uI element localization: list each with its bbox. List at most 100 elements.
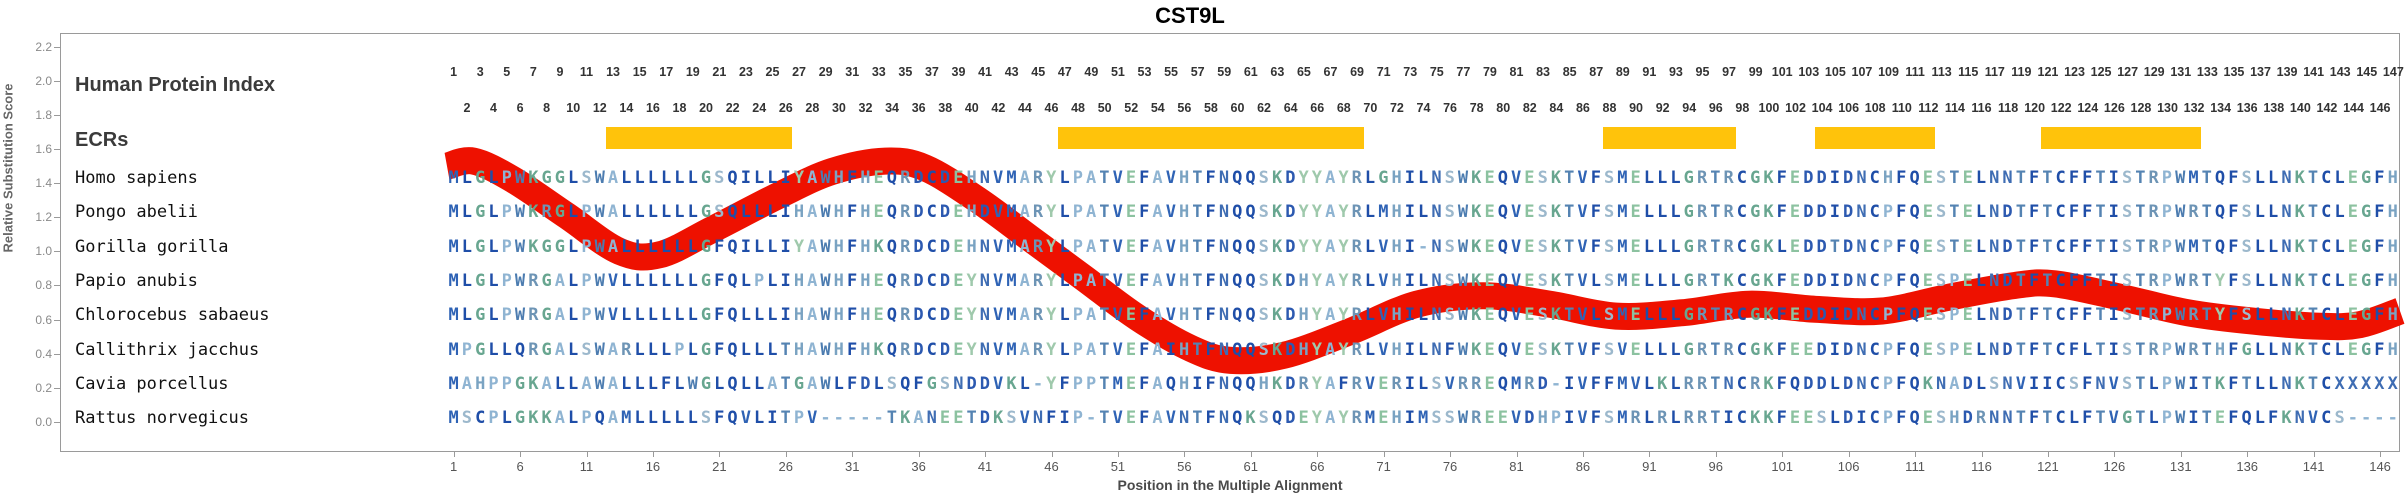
residue-char: R bbox=[1351, 202, 1362, 223]
residue-char: T bbox=[1710, 270, 1721, 291]
residue-char: N bbox=[1431, 305, 1442, 326]
residue-char: L bbox=[634, 408, 645, 429]
x-tick-mark bbox=[785, 452, 787, 457]
protein-index-number: 118 bbox=[1997, 101, 2019, 115]
residue-char: F bbox=[2228, 168, 2239, 188]
x-tick-mark bbox=[1848, 452, 1850, 457]
residue-char: M bbox=[1378, 202, 1389, 223]
species-label: Callithrix jacchus bbox=[75, 339, 260, 360]
residue-char: T bbox=[780, 339, 791, 360]
residue-char: V bbox=[1378, 339, 1389, 360]
residue-char: C bbox=[2055, 339, 2066, 360]
residue-char: N bbox=[1989, 168, 2000, 188]
protein-index-number: 84 bbox=[1549, 101, 1564, 115]
residue-char: H bbox=[833, 236, 844, 257]
residue-char: G bbox=[793, 373, 805, 394]
residue-char: M bbox=[1617, 236, 1628, 257]
residue-char: H bbox=[1178, 305, 1190, 326]
residue-char: L bbox=[2254, 373, 2266, 394]
residue-char: R bbox=[1696, 202, 1708, 223]
residue-char: M bbox=[448, 236, 459, 257]
x-tick-mark bbox=[1649, 452, 1651, 457]
residue-char: E bbox=[1803, 408, 1814, 429]
residue-char: L bbox=[2334, 202, 2345, 223]
residue-char: G bbox=[2361, 202, 2372, 223]
residue-char: S bbox=[1258, 202, 1269, 223]
residue-char: L bbox=[634, 168, 645, 188]
residue-char: S bbox=[1444, 270, 1455, 291]
protein-index-number: 31 bbox=[845, 65, 860, 79]
residue-char: I bbox=[2108, 270, 2119, 291]
residue-char: Q bbox=[886, 168, 898, 188]
residue-char: Y bbox=[1311, 339, 1323, 360]
residue-char: A bbox=[1019, 202, 1030, 223]
residue-char: K bbox=[2294, 305, 2305, 326]
x-tick-label: 81 bbox=[1509, 459, 1524, 474]
residue-char: L bbox=[488, 339, 499, 360]
residue-char: H bbox=[860, 236, 871, 257]
residue-char: E bbox=[953, 408, 964, 429]
residue-char: D bbox=[1816, 305, 1827, 326]
residue-char: R bbox=[528, 305, 539, 326]
residue-char: C bbox=[2055, 202, 2066, 223]
x-tick-mark bbox=[2114, 452, 2116, 457]
residue-char: D bbox=[939, 202, 951, 223]
residue-char: R bbox=[1298, 373, 1309, 394]
residue-char: M bbox=[1364, 408, 1376, 429]
residue-char: E bbox=[1524, 270, 1535, 291]
residue-char: D bbox=[1285, 408, 1296, 429]
residue-char: Q bbox=[886, 202, 898, 223]
residue-char: L bbox=[568, 270, 579, 291]
residue-char: I bbox=[1404, 236, 1416, 257]
residue-char: A bbox=[1019, 305, 1030, 326]
residue-char: X bbox=[2387, 373, 2398, 394]
x-tick-mark bbox=[2047, 452, 2049, 457]
protein-index-number: 115 bbox=[1958, 65, 1979, 79]
residue-char: G bbox=[2361, 168, 2372, 188]
residue-char: D bbox=[860, 373, 871, 394]
residue-char: H bbox=[1537, 408, 1548, 429]
residue-char: M bbox=[1006, 168, 1017, 188]
residue-char: Y bbox=[1311, 373, 1323, 394]
residue-char: - bbox=[1550, 373, 1562, 394]
residue-char: A bbox=[607, 202, 619, 223]
residue-char: K bbox=[528, 202, 539, 223]
residue-char: Y bbox=[1046, 339, 1057, 360]
residue-char: N bbox=[1218, 270, 1230, 291]
residue-char: - bbox=[860, 408, 871, 429]
residue-char: N bbox=[979, 168, 991, 188]
residue-char: T bbox=[780, 373, 791, 394]
residue-char: G bbox=[2361, 339, 2372, 360]
residue-char: V bbox=[1378, 270, 1389, 291]
residue-char: I bbox=[1723, 408, 1734, 429]
residue-char: A bbox=[554, 270, 566, 291]
residue-char: T bbox=[780, 408, 791, 429]
residue-char: D bbox=[1285, 305, 1296, 326]
residue-char: R bbox=[900, 236, 911, 257]
residue-char: K bbox=[1763, 270, 1774, 291]
protein-index-number: 120 bbox=[2024, 101, 2046, 115]
residue-char: S bbox=[1537, 305, 1548, 326]
protein-index-number: 60 bbox=[1230, 101, 1245, 115]
protein-index-number: 116 bbox=[1971, 101, 1992, 115]
residue-char: D bbox=[1816, 373, 1827, 394]
residue-char: - bbox=[2361, 408, 2372, 429]
residue-char: E bbox=[1962, 305, 1973, 326]
residue-char: P bbox=[581, 270, 592, 291]
residue-char: L bbox=[501, 339, 512, 360]
residue-char: E bbox=[2347, 339, 2358, 360]
residue-char: N bbox=[2281, 339, 2292, 360]
residue-char: Q bbox=[514, 339, 526, 360]
x-tick-mark bbox=[1981, 452, 1983, 457]
residue-char: S bbox=[1258, 168, 1269, 188]
residue-char: F bbox=[2374, 270, 2385, 291]
residue-char: F bbox=[2228, 305, 2239, 326]
residue-char: F bbox=[714, 408, 725, 429]
protein-index-number: 47 bbox=[1057, 65, 1072, 79]
residue-char: P bbox=[488, 373, 499, 394]
residue-char: P bbox=[2161, 339, 2173, 360]
residue-char: E bbox=[1125, 202, 1137, 223]
residue-char: H bbox=[793, 202, 805, 223]
residue-char: S bbox=[2241, 202, 2252, 223]
residue-char: V bbox=[1617, 339, 1628, 360]
